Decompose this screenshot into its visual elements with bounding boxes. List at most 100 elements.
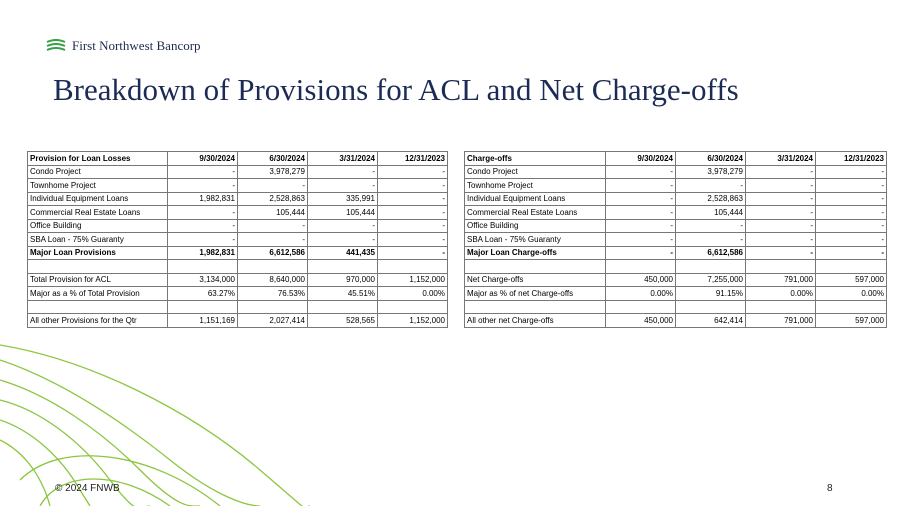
- data-row: Major Loan Provisions 1,982,831 6,612,586 4…: [27, 245, 448, 260]
- cell: -: [605, 178, 676, 193]
- cell: Major Loan Provisions: [27, 245, 168, 260]
- cell: 2,528,863: [675, 191, 746, 206]
- cell: 0.00%: [377, 286, 448, 301]
- cell: -: [605, 191, 676, 206]
- cell: 791,000: [745, 313, 816, 328]
- cell: 1,151,169: [167, 313, 238, 328]
- cell: 441,435: [307, 245, 378, 260]
- cell: 8,640,000: [237, 272, 308, 287]
- empty-cell: [745, 259, 816, 274]
- cell: -: [745, 232, 816, 247]
- cell: -: [815, 218, 887, 233]
- cell: 45.51%: [307, 286, 378, 301]
- cell: -: [307, 178, 378, 193]
- data-row: Net Charge-offs 450,000 7,255,000 791,000 59…: [464, 272, 887, 287]
- cell: -: [167, 178, 238, 193]
- data-row: Office Building - - - -: [464, 218, 887, 233]
- data-row: SBA Loan - 75% Guaranty - - - -: [464, 232, 887, 247]
- empty-cell: [815, 299, 887, 314]
- empty-cell: [307, 299, 378, 314]
- cell: -: [815, 245, 887, 260]
- spacer-row: [464, 299, 887, 314]
- cell: 1,982,831: [167, 191, 238, 206]
- cell: 1,152,000: [377, 272, 448, 287]
- cell: -: [605, 218, 676, 233]
- header-cell: 6/30/2024: [675, 151, 746, 166]
- cell: 450,000: [605, 313, 676, 328]
- data-row: Major as % of net Charge-offs 0.00% 91.15%…: [464, 286, 887, 301]
- cell: -: [167, 218, 238, 233]
- cell: -: [167, 205, 238, 220]
- header-cell: 6/30/2024: [237, 151, 308, 166]
- empty-cell: [237, 299, 308, 314]
- cell: Major as a % of Total Provision: [27, 286, 168, 301]
- cell: -: [815, 164, 887, 179]
- cell: 970,000: [307, 272, 378, 287]
- cell: Individual Equipment Loans: [464, 191, 606, 206]
- header-cell: 12/31/2023: [377, 151, 448, 166]
- cell: 0.00%: [815, 286, 887, 301]
- empty-cell: [815, 259, 887, 274]
- data-row: Office Building - - - -: [27, 218, 448, 233]
- data-row: Individual Equipment Loans 1,982,831 2,528…: [27, 191, 448, 206]
- header-cell: 9/30/2024: [605, 151, 676, 166]
- cell: -: [377, 232, 448, 247]
- empty-cell: [377, 259, 448, 274]
- cell: 597,000: [815, 272, 887, 287]
- cell: -: [377, 218, 448, 233]
- cell: -: [675, 232, 746, 247]
- cell: -: [377, 191, 448, 206]
- header-cell: 3/31/2024: [745, 151, 816, 166]
- empty-cell: [377, 299, 448, 314]
- logo-text: First Northwest Bancorp: [72, 38, 201, 53]
- empty-cell: [167, 259, 238, 274]
- cell: Net Charge-offs: [464, 272, 606, 287]
- empty-cell: [464, 259, 606, 274]
- cell: 1,982,831: [167, 245, 238, 260]
- data-row: Condo Project -3,978,279- -: [27, 164, 448, 179]
- data-row: All other net Charge-offs 450,000 642,414 7…: [464, 313, 887, 328]
- header-cell: 12/31/2023: [815, 151, 887, 166]
- cell: Townhome Project: [464, 178, 606, 193]
- logo-icon: [46, 39, 66, 51]
- cell: -: [675, 218, 746, 233]
- cell: 2,027,414: [237, 313, 308, 328]
- cell: -: [307, 164, 378, 179]
- logo: First Northwest Bancorp: [46, 38, 201, 54]
- cell: All other net Charge-offs: [464, 313, 606, 328]
- cell: 3,978,279: [237, 164, 308, 179]
- empty-cell: [27, 259, 168, 274]
- cell: Condo Project: [464, 164, 606, 179]
- cell: 2,528,863: [237, 191, 308, 206]
- header-row: Provision for Loan Losses 9/30/2024 6/30/2…: [27, 151, 448, 166]
- empty-cell: [745, 299, 816, 314]
- cell: -: [307, 218, 378, 233]
- cell: Major as % of net Charge-offs: [464, 286, 606, 301]
- cell: -: [167, 164, 238, 179]
- cell: -: [675, 178, 746, 193]
- cell: 105,444: [675, 205, 746, 220]
- cell: -: [377, 164, 448, 179]
- cell: -: [605, 164, 676, 179]
- empty-cell: [675, 259, 746, 274]
- data-row: Total Provision for ACL 3,134,000 8,640,00…: [27, 272, 448, 287]
- title: Breakdown of Provisions for ACL and Net …: [53, 72, 739, 107]
- cell: -: [377, 205, 448, 220]
- cell: 6,612,586: [237, 245, 308, 260]
- spacer-row: [464, 259, 887, 274]
- empty-cell: [307, 259, 378, 274]
- cell: 3,134,000: [167, 272, 238, 287]
- header-cell: Charge-offs: [464, 151, 606, 166]
- empty-cell: [464, 299, 606, 314]
- cell: -: [377, 178, 448, 193]
- empty-cell: [605, 259, 676, 274]
- cell: -: [237, 232, 308, 247]
- cell: -: [605, 205, 676, 220]
- data-row: Condo Project -3,978,279- -: [464, 164, 887, 179]
- data-table: Charge-offs 9/30/2024 6/30/2024 3/31/2024 12…: [464, 151, 887, 328]
- cell: -: [815, 232, 887, 247]
- cell: SBA Loan - 75% Guaranty: [27, 232, 168, 247]
- cell: 1,152,000: [377, 313, 448, 328]
